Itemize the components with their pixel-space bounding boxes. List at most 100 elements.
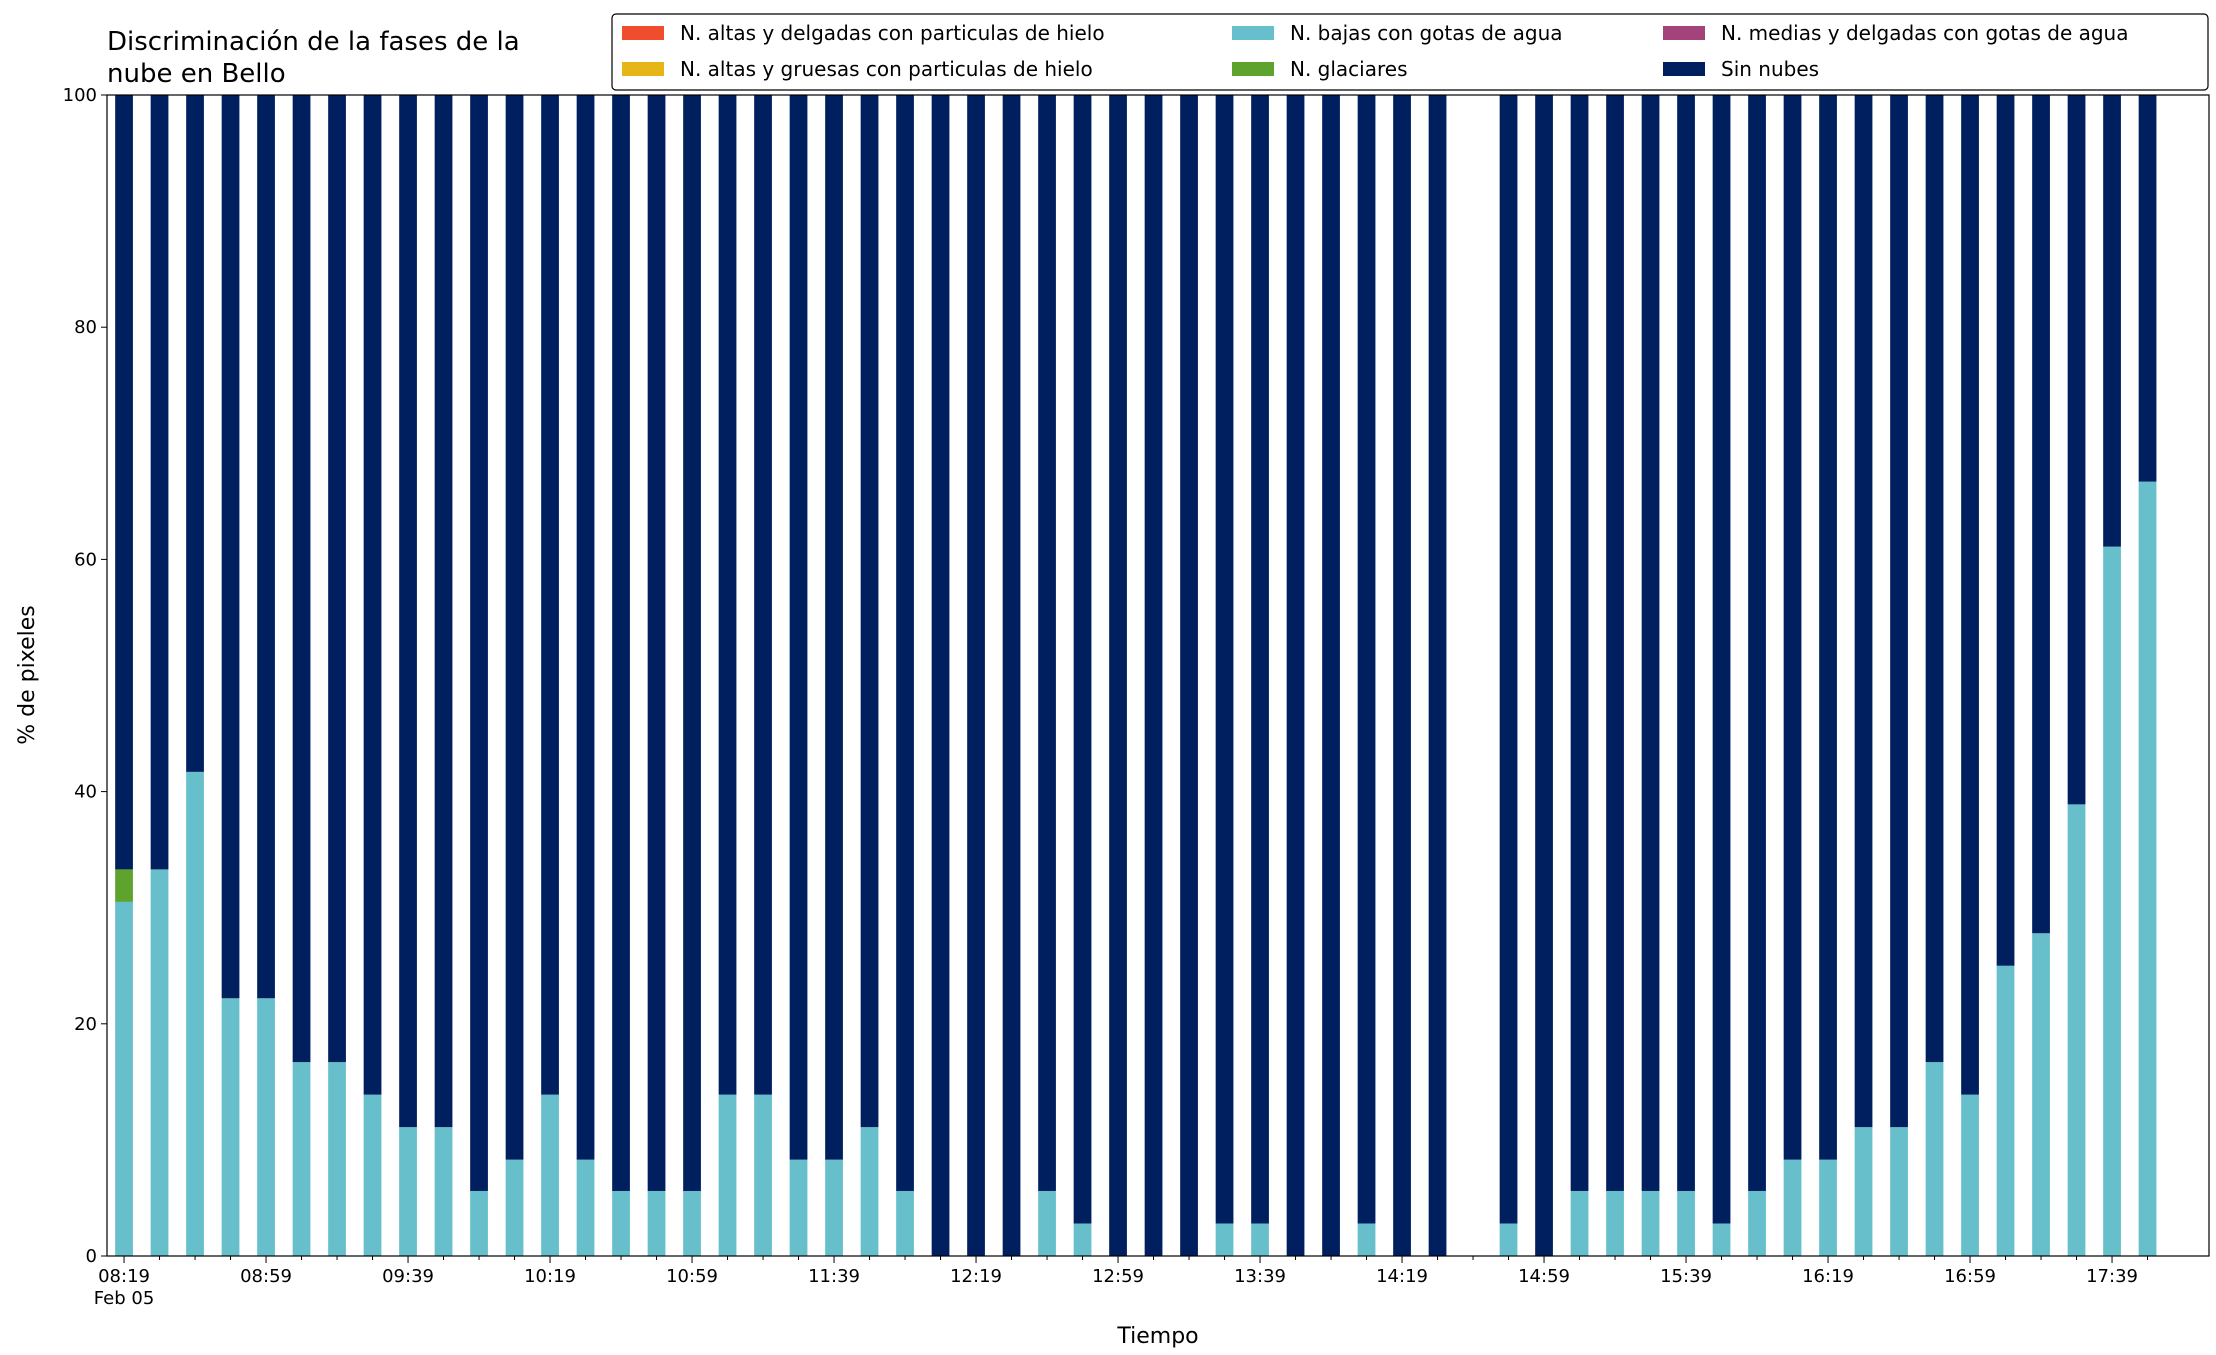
bar-segment	[1215, 95, 1234, 1224]
bar-segment	[612, 1190, 630, 1256]
bar-segment	[1144, 95, 1163, 1256]
bar-segment	[328, 1062, 346, 1256]
bar-segment	[1535, 95, 1553, 1256]
bar-segment	[186, 771, 204, 1256]
legend-label: N. altas y delgadas con particulas de hi…	[680, 21, 1105, 45]
x-tick-label: 08:19	[98, 1266, 150, 1287]
bar-segment	[2138, 95, 2157, 482]
bar-segment	[470, 1190, 488, 1256]
bar-segment	[2067, 804, 2086, 1256]
bar-segment	[1854, 1127, 1873, 1256]
bar-segment	[2138, 481, 2157, 1256]
legend-swatch	[1663, 62, 1705, 76]
bar-segment	[718, 95, 737, 1095]
bar-segment	[1357, 95, 1376, 1224]
x-tick-label: 09:39	[382, 1266, 434, 1287]
bar-segment	[1890, 95, 1908, 1128]
bar-segment	[1038, 1190, 1056, 1256]
bar-segment	[1641, 1190, 1660, 1256]
bar-segment	[1677, 95, 1695, 1191]
bar-segment	[1357, 1223, 1376, 1256]
bar-segment	[2032, 95, 2050, 934]
bar-segment	[1890, 1127, 1908, 1256]
bar-segment	[860, 1127, 879, 1256]
bar-segment	[1570, 95, 1589, 1191]
bar-segment	[1925, 1062, 1944, 1256]
bar-segment	[718, 1094, 737, 1256]
y-tick-label: 80	[74, 317, 97, 338]
bar-segment	[1073, 1223, 1092, 1256]
bar-segment	[541, 1094, 559, 1256]
x-tick-label: 10:59	[666, 1266, 718, 1287]
bar-segment	[1002, 95, 1021, 1256]
x-tick-label: 08:59	[240, 1266, 292, 1287]
bar-segment	[896, 1190, 914, 1256]
bar-segment	[789, 95, 808, 1160]
legend-swatch	[622, 26, 664, 40]
legend-label: Sin nubes	[1721, 57, 1819, 81]
x-tick-label: 17:39	[2086, 1266, 2138, 1287]
bar-segment	[328, 95, 346, 1063]
y-axis-label: % de pixeles	[15, 605, 40, 744]
bar-segment	[1819, 1159, 1837, 1256]
y-tick-label: 0	[86, 1246, 97, 1267]
x-sublabel: Feb 05	[94, 1288, 155, 1309]
bar-segment	[754, 95, 772, 1095]
bar-segment	[576, 1159, 595, 1256]
bar-segment	[647, 95, 666, 1191]
bar-segment	[754, 1094, 772, 1256]
bar-segment	[1961, 95, 1979, 1095]
bar-segment	[1996, 965, 2015, 1256]
bar-segment	[1428, 95, 1447, 1256]
bar-segment	[292, 95, 311, 1063]
bar-segment	[2032, 933, 2050, 1256]
legend-label: N. glaciares	[1290, 57, 1408, 81]
bar-segment	[612, 95, 630, 1191]
legend-swatch	[622, 62, 664, 76]
chart-title: nube en Bello	[107, 59, 286, 89]
bar-segment	[150, 869, 169, 1256]
bar-segment	[115, 869, 133, 902]
bar-segment	[505, 95, 524, 1160]
bar-segment	[1996, 95, 2015, 966]
bar-segment	[1251, 1223, 1269, 1256]
bar-segment	[1606, 1190, 1624, 1256]
bar-segment	[1286, 95, 1305, 1256]
bar-segment	[257, 95, 275, 999]
bar-segment	[115, 901, 133, 1256]
x-tick-label: 14:59	[1518, 1266, 1570, 1287]
bar-segment	[931, 95, 950, 1256]
bar-segment	[1712, 95, 1731, 1224]
plot-frame	[106, 94, 2210, 1257]
legend-label: N. medias y delgadas con gotas de agua	[1721, 21, 2129, 45]
bar-segment	[647, 1190, 666, 1256]
bar-segment	[363, 1094, 382, 1256]
bar-segment	[683, 95, 701, 1191]
bar-segment	[505, 1159, 524, 1256]
bar-segment	[576, 95, 595, 1160]
bar-segment	[1641, 95, 1660, 1191]
bar-segment	[1748, 95, 1766, 1191]
x-tick-label: 13:39	[1234, 1266, 1286, 1287]
bar-segment	[1109, 95, 1127, 1256]
bar-segment	[683, 1190, 701, 1256]
bar-segment	[115, 95, 133, 870]
bar-segment	[186, 95, 204, 772]
bar-segment	[1712, 1223, 1731, 1256]
x-tick-label: 16:59	[1944, 1266, 1996, 1287]
bar-segment	[221, 998, 240, 1256]
bar-segment	[399, 95, 417, 1128]
x-axis-label: Tiempo	[1116, 1324, 1198, 1349]
x-tick-label: 15:39	[1660, 1266, 1712, 1287]
bar-segment	[1499, 95, 1518, 1224]
bar-segment	[1570, 1190, 1589, 1256]
bar-segment	[1854, 95, 1873, 1128]
bar-segment	[470, 95, 488, 1191]
bar-segment	[1073, 95, 1092, 1224]
bar-segment	[541, 95, 559, 1095]
x-tick-label: 12:19	[950, 1266, 1002, 1287]
y-tick-label: 100	[63, 85, 97, 106]
legend-swatch	[1663, 26, 1705, 40]
bar-segment	[1251, 95, 1269, 1224]
